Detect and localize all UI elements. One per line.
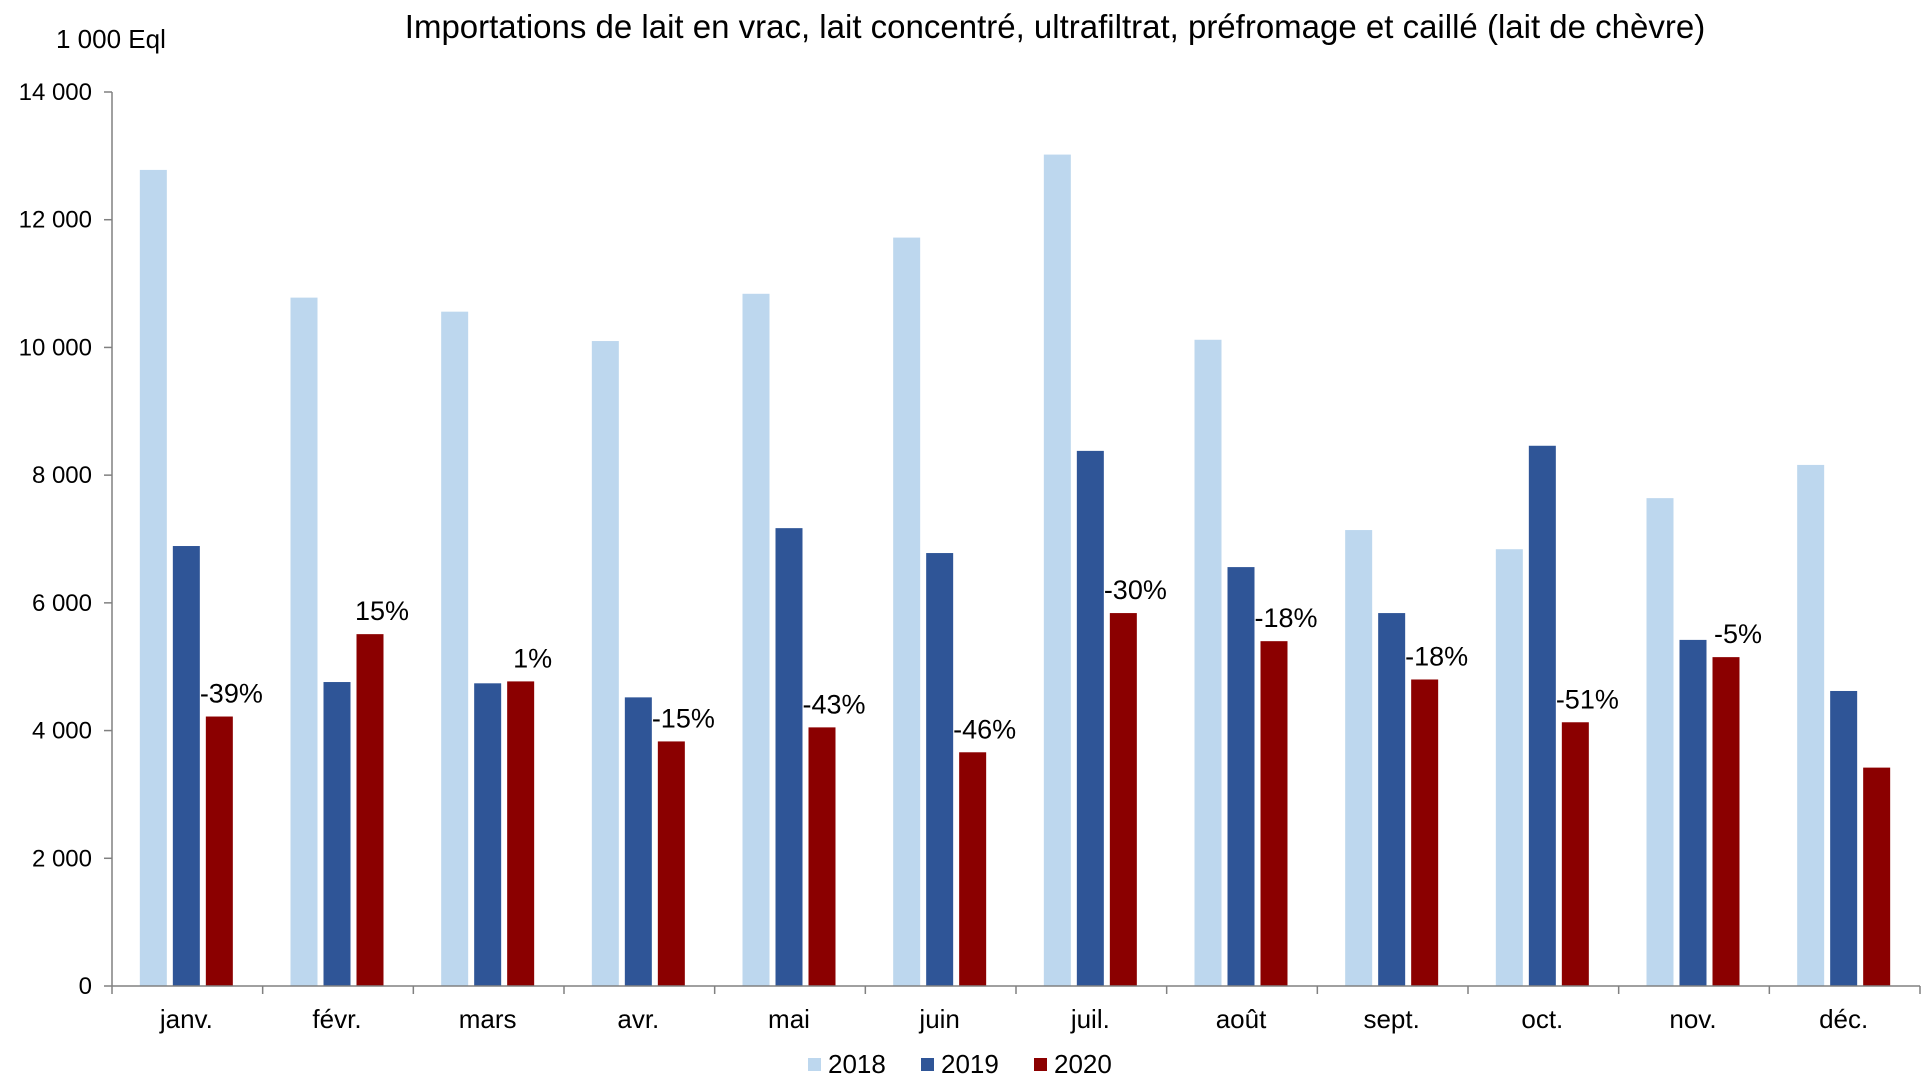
x-tick-label: nov. (1669, 1004, 1716, 1034)
bar-2020 (1863, 767, 1891, 986)
data-label: -5% (1714, 619, 1762, 649)
bar-2018 (1797, 464, 1825, 986)
y-tick-label: 10 000 (19, 334, 92, 361)
bar-2020 (356, 634, 384, 986)
bar-2018 (742, 293, 770, 986)
legend-label: 2020 (1054, 1049, 1112, 1079)
x-tick-label: oct. (1521, 1004, 1563, 1034)
y-tick-label: 4 000 (32, 718, 92, 745)
x-tick-label: avr. (617, 1004, 659, 1034)
bar-2018 (139, 169, 167, 987)
bar-2020 (1260, 641, 1288, 986)
data-label: -18% (1405, 641, 1468, 671)
bar-2019 (775, 528, 803, 986)
bar-2018 (1043, 154, 1071, 986)
legend-swatch-2020 (1034, 1058, 1047, 1071)
bar-2020 (808, 727, 836, 986)
bar-2020 (205, 716, 233, 986)
data-label: -15% (652, 703, 715, 733)
bars (139, 154, 1891, 987)
bar-2019 (624, 697, 652, 986)
y-tick-label: 2 000 (32, 845, 92, 872)
y-tick-label: 6 000 (32, 590, 92, 617)
x-tick-label: janv. (159, 1004, 213, 1034)
y-tick-label: 12 000 (19, 207, 92, 234)
bar-2020 (1411, 679, 1439, 986)
bar-2019 (172, 546, 200, 986)
bar-2019 (1227, 567, 1255, 986)
bar-2018 (1194, 339, 1222, 986)
data-label: -43% (802, 689, 865, 719)
legend-label: 2019 (941, 1049, 999, 1079)
data-label: -39% (200, 679, 263, 709)
bar-2018 (893, 237, 921, 986)
data-label: 15% (355, 596, 409, 626)
bar-2018 (591, 341, 619, 986)
x-tick-label: sept. (1363, 1004, 1419, 1034)
bar-2019 (1076, 450, 1104, 986)
data-labels: -39% 15% 1% -15% -43% -46% -30% -18% -18% -51% -5% (200, 575, 1762, 744)
x-tick-label: févr. (312, 1004, 361, 1034)
bar-2019 (926, 553, 954, 986)
bar-2018 (441, 311, 469, 986)
bar-2019 (1528, 445, 1556, 987)
x-tick-label: juin (918, 1004, 959, 1034)
bar-2018 (1646, 498, 1674, 986)
y-tick-label: 14 000 (19, 79, 92, 106)
legend-label: 2018 (828, 1049, 886, 1079)
bar-2019 (1830, 690, 1858, 986)
x-tick-label: août (1216, 1004, 1267, 1034)
data-label: -46% (953, 714, 1016, 744)
y-axis-unit-label: 1 000 Eql (56, 24, 166, 54)
bar-2020 (657, 741, 685, 986)
x-tick-label: juil. (1070, 1004, 1110, 1034)
bar-2018 (1345, 530, 1373, 986)
data-label: 1% (513, 643, 552, 673)
chart-title: Importations de lait en vrac, lait conce… (405, 8, 1705, 45)
y-tick-label: 0 (79, 973, 92, 1000)
y-tick-label: 8 000 (32, 462, 92, 489)
bar-2020 (1712, 657, 1740, 986)
data-label: -51% (1556, 684, 1619, 714)
bar-2018 (290, 297, 318, 986)
legend: 2018 2019 2020 (808, 1049, 1112, 1079)
bar-2019 (323, 682, 351, 986)
x-tick-label: mai (768, 1004, 810, 1034)
bar-2020 (507, 681, 535, 986)
bar-2020 (1109, 613, 1137, 986)
bar-2018 (1495, 549, 1523, 986)
bar-2020 (959, 752, 987, 986)
bar-2020 (1561, 722, 1589, 986)
bar-2019 (1378, 613, 1406, 986)
bar-2019 (1679, 639, 1707, 986)
data-label: -30% (1104, 575, 1167, 605)
bar-2019 (474, 683, 502, 986)
legend-swatch-2019 (921, 1058, 934, 1071)
x-tick-label: déc. (1819, 1004, 1868, 1034)
x-tick-label: mars (459, 1004, 517, 1034)
axes: 0 2 000 4 000 6 000 8 000 10 000 12 000 14 000 j… (19, 79, 1921, 1034)
data-label: -18% (1254, 603, 1317, 633)
legend-swatch-2018 (808, 1058, 821, 1071)
